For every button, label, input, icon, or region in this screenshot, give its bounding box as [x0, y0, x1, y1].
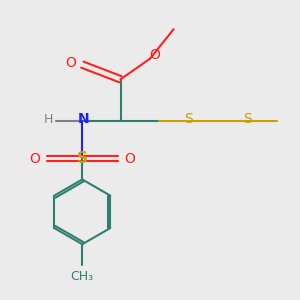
- Text: S: S: [243, 112, 251, 126]
- Text: H: H: [44, 112, 53, 126]
- Text: O: O: [149, 48, 160, 62]
- Text: S: S: [184, 112, 193, 126]
- Text: S: S: [77, 151, 88, 166]
- Text: N: N: [78, 112, 90, 126]
- Text: O: O: [30, 152, 40, 166]
- Text: O: O: [65, 56, 76, 70]
- Text: CH₃: CH₃: [71, 270, 94, 283]
- Text: O: O: [124, 152, 135, 166]
